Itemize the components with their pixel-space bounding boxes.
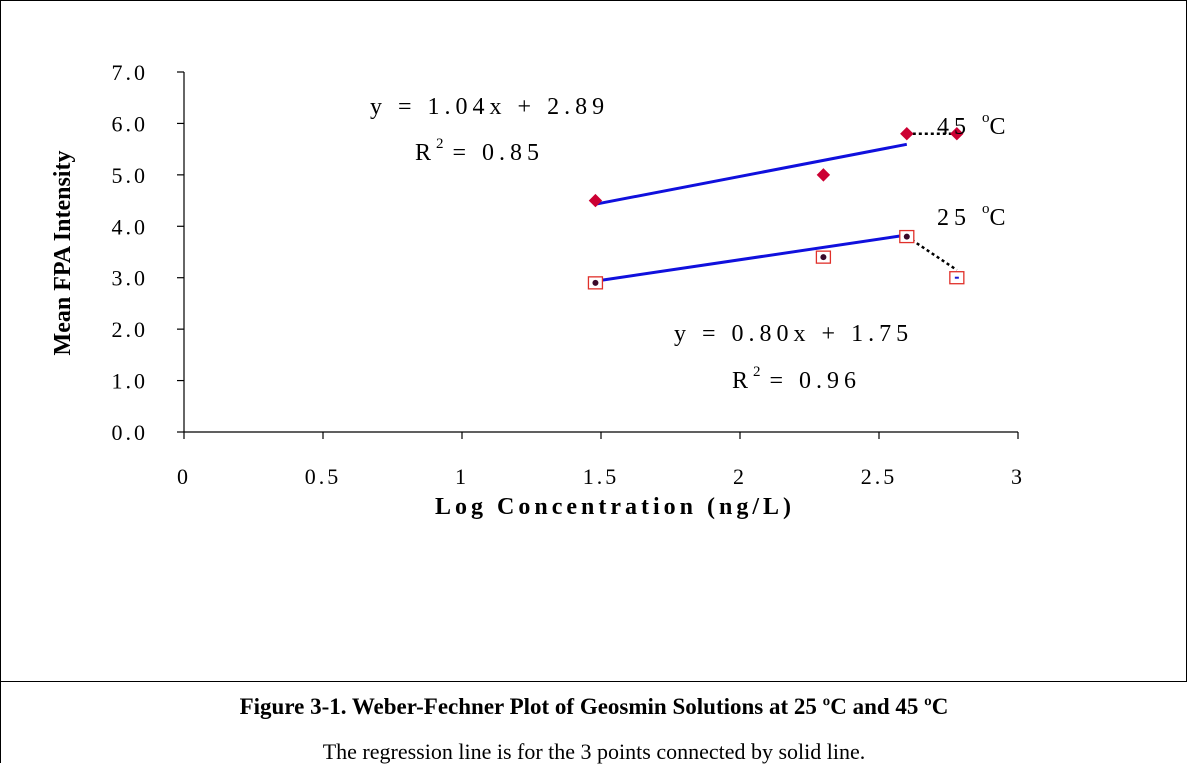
r2-45-value: = 0.85 <box>453 140 545 166</box>
r2-25-label: R <box>732 368 753 394</box>
chart-frame <box>0 0 1187 682</box>
data-point-dot <box>592 279 599 286</box>
dotted-link-1 <box>906 235 958 272</box>
figure-caption-title: Figure 3-1. Weber-Fechner Plot of Geosmi… <box>239 694 949 719</box>
equation-25: y = 0.80x + 1.75 <box>674 321 913 347</box>
series-label-45: 45 oC <box>937 110 1006 140</box>
r2-25-value: = 0.96 <box>770 368 862 394</box>
axes: 0.0 1.0 2.0 3.0 4.0 5.0 6.0 7.0 0 0.5 1 1.5 2 2.5 3 <box>112 60 1025 489</box>
data-point-dot <box>903 233 910 240</box>
data-point-dash <box>954 276 959 279</box>
x-tick-label: 0.5 <box>305 464 342 489</box>
regression-line-1 <box>595 233 908 283</box>
y-axis-title: Mean FPA Intensity <box>50 151 76 356</box>
data-point-diamond <box>950 127 964 141</box>
x-tick-label: 1 <box>455 464 469 489</box>
y-tick-label: 0.0 <box>112 420 149 445</box>
caption-frame <box>0 681 1187 763</box>
y-tick-label: 7.0 <box>112 60 149 85</box>
r2-45: R2 = 0.85 <box>415 136 544 166</box>
data-point-diamond <box>900 127 914 141</box>
regression-lines <box>595 132 958 283</box>
regression-line-0 <box>595 142 908 206</box>
x-tick-label: 3 <box>1011 464 1025 489</box>
x-tick-label: 2 <box>733 464 747 489</box>
y-tick-label: 1.0 <box>112 369 149 394</box>
data-point-diamond <box>816 168 831 182</box>
chart-svg: 0.0 1.0 2.0 3.0 4.0 5.0 6.0 7.0 0 0.5 1 1.5 2 2.5 3 Me… <box>50 60 1025 520</box>
r2-45-label: R <box>415 140 436 166</box>
series-label-45-text: 45 <box>937 114 982 140</box>
r2-25: R2 = 0.96 <box>732 364 861 394</box>
equation-45: y = 1.04x + 2.89 <box>370 94 609 120</box>
data-markers <box>587 127 965 290</box>
x-tick-label: 1.5 <box>583 464 620 489</box>
y-tick-label: 3.0 <box>112 266 149 291</box>
figure-caption-subtitle: The regression line is for the 3 points … <box>322 739 866 764</box>
x-tick-label: 2.5 <box>861 464 898 489</box>
data-point-dot <box>820 254 827 261</box>
data-point-diamond <box>588 193 603 208</box>
series-label-25: 25 oC <box>937 201 1006 231</box>
y-tick-label: 6.0 <box>112 111 149 136</box>
y-tick-label: 4.0 <box>112 214 149 239</box>
x-tick-label: 0 <box>177 464 191 489</box>
y-tick-label: 2.0 <box>112 317 149 342</box>
y-tick-label: 5.0 <box>112 163 149 188</box>
series-label-25-text: 25 <box>937 205 982 231</box>
x-axis-title: Log Concentration (ng/L) <box>435 494 795 520</box>
